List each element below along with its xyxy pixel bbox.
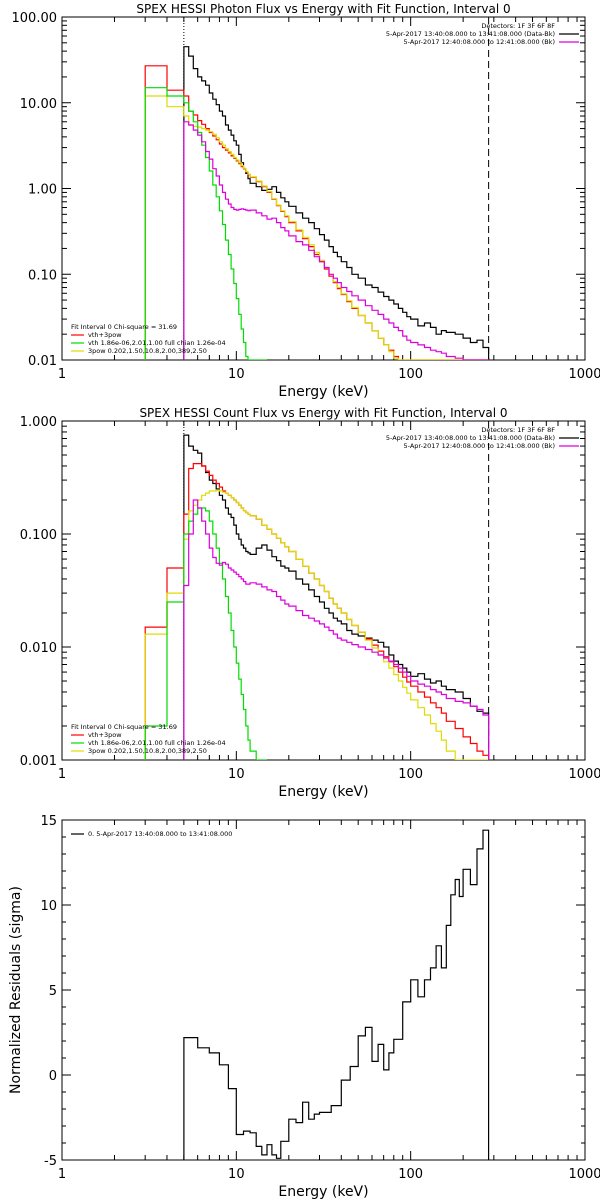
legend-text: vth+3pow <box>88 331 122 339</box>
count-flux-panel: 1 10 100 1000 0.001 0.010 0.100 1.000 SPEX HESSI… <box>20 406 600 800</box>
x-axis-label: Energy (keV) <box>278 1184 368 1200</box>
legend-text: 3pow 0.202,1.50,10.8,2.00,389,2.50 <box>88 347 207 355</box>
legend-text: 0. 5-Apr-2017 13:40:08.000 to 13:41:08.0… <box>88 830 232 838</box>
axis-frame <box>62 820 585 1160</box>
series-line-0 <box>184 435 489 760</box>
series-group <box>184 830 489 1160</box>
series-line-0 <box>184 830 489 1160</box>
x-tick-label: 1000 <box>568 767 600 782</box>
axis-frame <box>62 17 585 360</box>
legend-text: vth 1.86e-06,2.01,1.00 full chian 1.26e-… <box>88 339 226 347</box>
y-tick-label: 0.100 <box>20 528 57 543</box>
x-tick-label: 1 <box>58 1167 66 1182</box>
chart-title: SPEX HESSI Count Flux vs Energy with Fit… <box>139 406 507 420</box>
series-line-1 <box>145 66 488 360</box>
y-tick-label: 0.001 <box>20 754 57 769</box>
x-tick-label: 1 <box>58 767 66 782</box>
y-tick-label: 10.00 <box>20 97 57 112</box>
x-tick-label: 1 <box>58 367 66 382</box>
legend-text: 5-Apr-2017 13:40:08.000 to 13:41:08.000 … <box>386 434 555 442</box>
series-group <box>145 435 488 760</box>
x-tick-label: 10 <box>228 367 245 382</box>
y-tick-label: 100.00 <box>12 11 58 26</box>
legend-text: 5-Apr-2017 12:40:08.000 to 12:41:08.000 … <box>404 442 555 450</box>
x-tick-label: 100 <box>398 367 423 382</box>
legend-text: vth+3pow <box>88 731 122 739</box>
x-axis-label: Energy (keV) <box>278 784 368 800</box>
y-axis-label: Normalized Residuals (sigma) <box>8 886 24 1094</box>
photon-flux-panel: 1 10 100 1000 0.01 0.10 1.00 10.00 100.00 SPEX HE… <box>12 2 600 400</box>
y-tick-label: 15 <box>40 814 57 829</box>
x-tick-label: 10 <box>228 767 245 782</box>
series-line-1 <box>145 464 488 760</box>
series-line-4 <box>184 122 489 360</box>
x-tick-label: 1000 <box>568 1167 600 1182</box>
y-tick-label: 0.010 <box>20 641 57 656</box>
y-tick-label: -5 <box>44 1154 57 1169</box>
x-tick-label: 10 <box>228 1167 245 1182</box>
legend-text: 5-Apr-2017 12:40:08.000 to 12:41:08.000 … <box>404 38 555 46</box>
legend-text: Fit Interval 0 Chi-square = 31.69 <box>71 323 177 331</box>
legend-text: vth 1.86e-06,2.01,1.00 full chian 1.26e-… <box>88 739 226 747</box>
y-tick-label: 5 <box>49 984 57 999</box>
y-tick-label: 10 <box>40 899 57 914</box>
axis-frame <box>62 421 585 760</box>
legend-text: 5-Apr-2017 13:40:08.000 to 13:41:08.000 … <box>386 30 555 38</box>
residuals-panel: 1 10 100 1000 -5 0 5 10 15 Energy (keV) Normalized… <box>8 814 600 1200</box>
legend-text: Fit Interval 0 Chi-square = 31.69 <box>71 723 177 731</box>
x-axis-label: Energy (keV) <box>278 384 368 400</box>
y-tick-label: 0.10 <box>28 268 57 283</box>
series-group <box>145 47 488 360</box>
y-tick-label: 0.01 <box>28 354 57 369</box>
x-tick-label: 100 <box>398 767 423 782</box>
legend-text: 3pow 0.202,1.50,10.8,2.00,389,2.50 <box>88 747 207 755</box>
series-line-2 <box>145 490 488 760</box>
y-tick-label: 1.00 <box>28 183 57 198</box>
x-tick-label: 100 <box>398 1167 423 1182</box>
series-line-4 <box>184 500 489 760</box>
series-line-2 <box>145 96 488 360</box>
y-tick-label: 0 <box>49 1069 57 1084</box>
legend-text: Detectors: 1F 3F 6F 8F <box>481 426 555 434</box>
x-tick-label: 1000 <box>568 367 600 382</box>
legend-text: Detectors: 1F 3F 6F 8F <box>481 22 555 30</box>
y-tick-label: 1.000 <box>20 415 57 430</box>
series-line-0 <box>184 47 489 360</box>
chart-title: SPEX HESSI Photon Flux vs Energy with Fi… <box>136 2 510 16</box>
